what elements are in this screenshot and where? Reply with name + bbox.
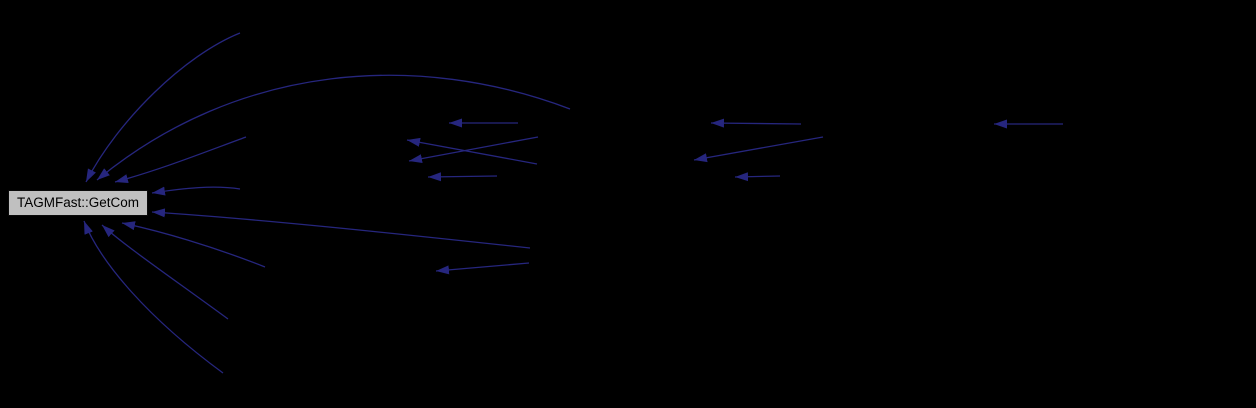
graph-edge-mid-arrow-2 bbox=[427, 172, 498, 182]
graph-edge-right-arrow-diagonal bbox=[693, 136, 824, 163]
graph-edge-caller-curve-bottom-2 bbox=[101, 224, 229, 320]
graph-edge-caller-line-right-long bbox=[151, 208, 531, 249]
graph-edge-right-arrow-1 bbox=[710, 118, 802, 128]
graph-edge-mid-arrow-cross-down bbox=[406, 137, 538, 165]
graph-edge-caller-curve-bottom-1 bbox=[121, 221, 266, 268]
graph-edge-mid-arrow-low bbox=[435, 262, 530, 275]
graph-edge-caller-line-top-3 bbox=[114, 136, 247, 183]
graph-edge-caller-line-right-top bbox=[151, 186, 241, 196]
node-label: TAGMFast::GetCom bbox=[16, 195, 139, 211]
graph-edge-caller-curve-bottom-3 bbox=[83, 220, 224, 374]
node-tagmfast-getcom[interactable]: TAGMFast::GetCom bbox=[8, 190, 148, 216]
graph-edge-caller-arc-top-2 bbox=[96, 74, 571, 181]
graph-edge-caller-curve-top-1 bbox=[85, 32, 241, 183]
graph-edge-right-arrow-2 bbox=[734, 172, 781, 182]
graph-edge-mid-arrow-cross-up bbox=[408, 136, 539, 164]
